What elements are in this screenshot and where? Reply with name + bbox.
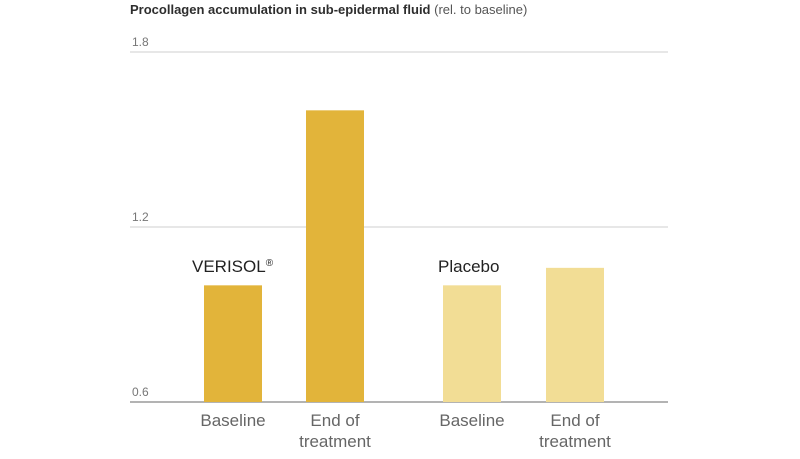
series-label: VERISOL® xyxy=(192,257,274,276)
x-tick-label: Baseline xyxy=(439,411,504,430)
x-tick-label: End of xyxy=(550,411,599,430)
y-tick-label: 1.2 xyxy=(132,210,149,224)
x-tick-label: treatment xyxy=(299,432,371,451)
chart-title-unit: (rel. to baseline) xyxy=(434,2,528,17)
x-tick-label: Baseline xyxy=(200,411,265,430)
x-tick-label: treatment xyxy=(539,432,611,451)
bar xyxy=(204,285,262,402)
chart-title: Procollagen accumulation in sub-epiderma… xyxy=(130,2,527,17)
bar xyxy=(306,110,364,402)
chart-title-text: Procollagen accumulation in sub-epiderma… xyxy=(130,2,431,17)
y-tick-label: 1.8 xyxy=(132,35,149,49)
y-tick-label: 0.6 xyxy=(132,385,149,399)
bar xyxy=(546,267,604,402)
series-label: Placebo xyxy=(438,257,499,276)
x-tick-label: End of xyxy=(310,411,359,430)
bar xyxy=(443,285,501,402)
